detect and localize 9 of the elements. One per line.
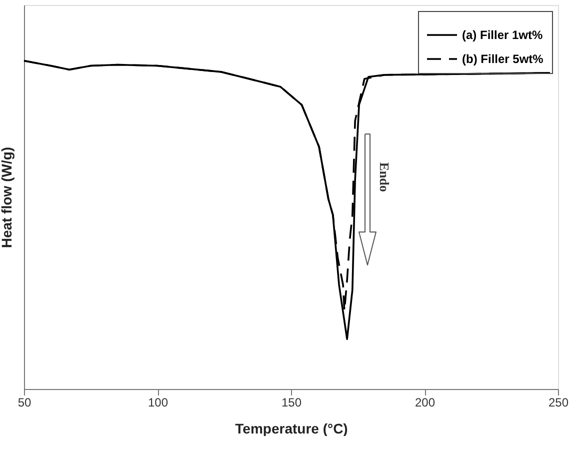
annotation: Endo — [377, 162, 392, 192]
x-tick-label: 150 — [281, 396, 302, 410]
legend-label: (a) Filler 1wt% — [462, 28, 544, 42]
x-tick-label: 50 — [18, 396, 32, 410]
y-axis-title: Heat flow (W/g) — [0, 146, 14, 248]
x-tick-label: 100 — [148, 396, 168, 410]
x-tick-label: 200 — [414, 396, 436, 410]
legend-label: (b) Filler 5wt% — [462, 52, 544, 66]
x-tick-label: 250 — [548, 396, 569, 410]
